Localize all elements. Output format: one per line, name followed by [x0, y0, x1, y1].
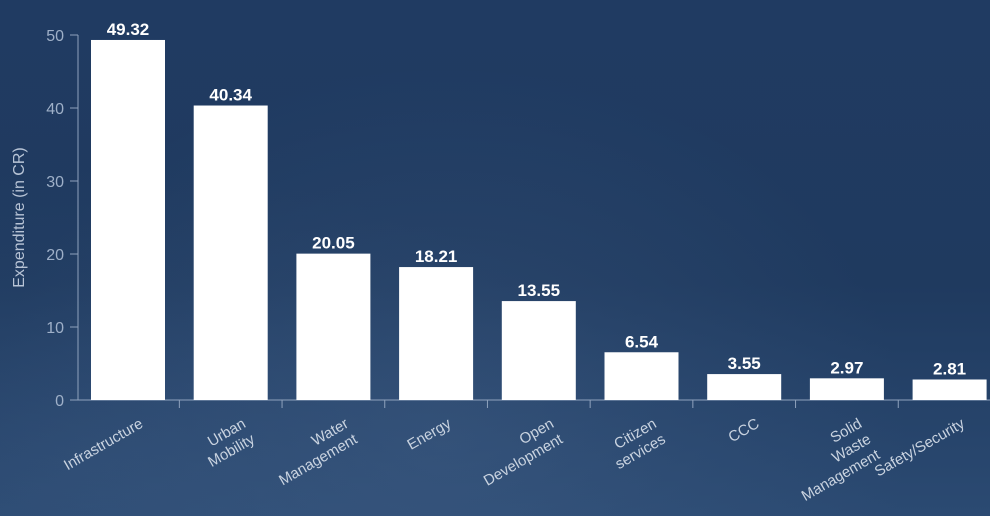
y-tick-label: 20: [46, 247, 64, 264]
bar: [707, 374, 782, 400]
x-tick-label: CCC: [726, 415, 763, 446]
x-tick-label-line: Infrastructure: [61, 415, 146, 474]
x-tick-label-line: Energy: [404, 415, 454, 454]
x-tick-label-text: Energy: [404, 415, 454, 454]
x-tick-label: Infrastructure: [61, 415, 146, 474]
value-label: 2.81: [933, 359, 966, 378]
value-label: 13.55: [518, 281, 561, 300]
value-label: 49.32: [107, 20, 150, 39]
y-tick-label: 0: [55, 393, 64, 410]
x-tick-label-text: Citizenservices: [603, 415, 668, 473]
bar: [501, 301, 576, 400]
y-tick-label: 30: [46, 174, 64, 191]
x-tick-label-text: UrbanMobility: [196, 415, 258, 471]
bar: [912, 379, 987, 400]
x-tick-label-text: OpenDevelopment: [472, 415, 567, 490]
value-label: 20.05: [312, 234, 355, 253]
x-tick-label: Safety/Security: [872, 415, 968, 480]
x-tick-label-text: CCC: [726, 415, 763, 446]
bar: [399, 267, 474, 400]
value-label: 18.21: [415, 247, 458, 266]
x-tick-label: Citizenservices: [603, 415, 668, 473]
bar: [193, 105, 268, 400]
x-tick-label: Energy: [404, 415, 454, 454]
x-tick-label: SolidWasteManagement: [781, 415, 884, 505]
value-label: 3.55: [728, 354, 761, 373]
value-label: 6.54: [625, 332, 659, 351]
bar: [809, 378, 884, 400]
x-tick-label-text: SolidWasteManagement: [781, 415, 884, 505]
y-tick-label: 40: [46, 101, 64, 118]
y-axis-label: Expenditure (in CR): [11, 147, 28, 288]
bar: [91, 39, 165, 401]
x-tick-label-line: CCC: [726, 415, 763, 446]
y-tick-label: 10: [46, 320, 64, 337]
x-tick-label: WaterManagement: [267, 415, 361, 490]
value-label: 2.97: [830, 358, 863, 377]
x-tick-label: UrbanMobility: [196, 415, 258, 471]
bar: [604, 352, 679, 400]
bar: [296, 253, 371, 400]
x-tick-label: OpenDevelopment: [472, 415, 567, 490]
value-label: 40.34: [209, 86, 252, 105]
x-tick-label-text: Infrastructure: [61, 415, 146, 474]
x-tick-label-text: Safety/Security: [872, 415, 968, 480]
y-tick-label: 50: [46, 28, 64, 45]
x-tick-label-text: WaterManagement: [267, 415, 361, 490]
x-tick-label-line: Safety/Security: [872, 415, 968, 480]
